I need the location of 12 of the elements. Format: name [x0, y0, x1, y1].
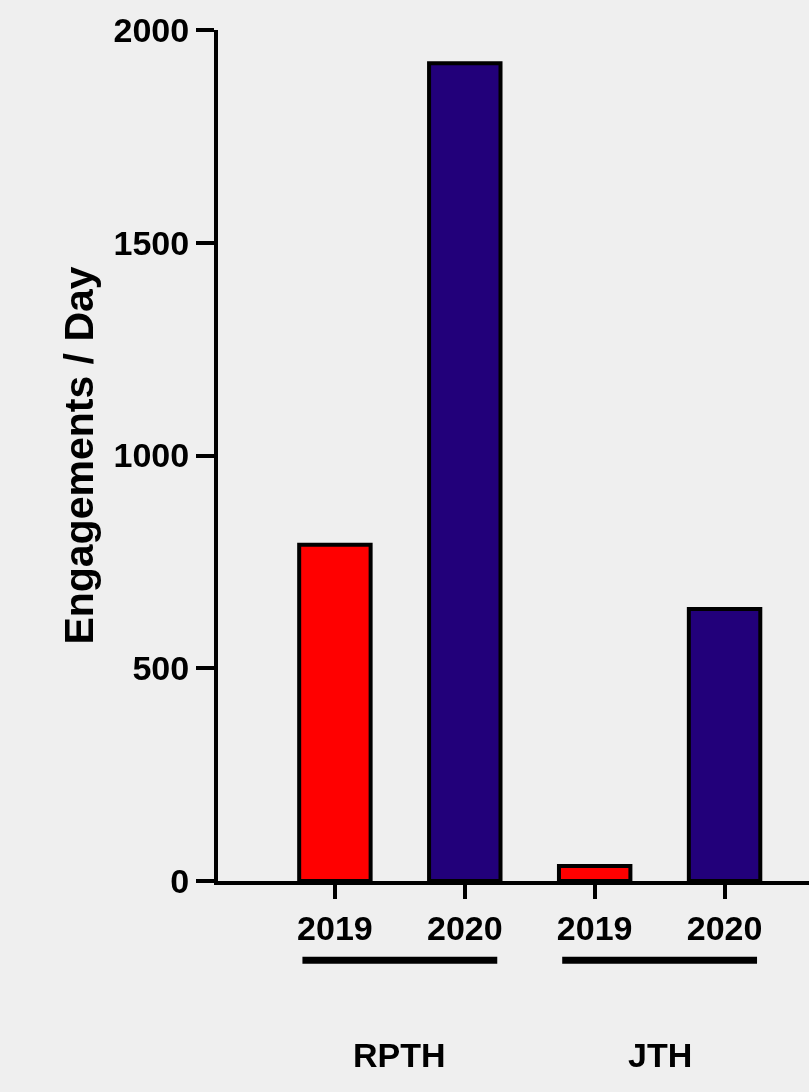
x-tick-label: 2019	[556, 908, 633, 947]
x-tick-label: 2019	[297, 908, 373, 947]
text: RPTH	[353, 1036, 446, 1074]
y-tick-label: 2000	[113, 10, 190, 49]
text: JTH	[628, 1036, 693, 1074]
y-tick-label: 1000	[113, 436, 190, 475]
y-tick-label: 1500	[113, 223, 190, 262]
x-tick-label: 2020	[686, 908, 763, 947]
y-tick-label: 0	[170, 861, 190, 900]
y-axis-title: Engagements / Day	[56, 266, 103, 645]
y-tick-label: 500	[132, 649, 190, 688]
x-tick-label: 2020	[426, 908, 503, 947]
